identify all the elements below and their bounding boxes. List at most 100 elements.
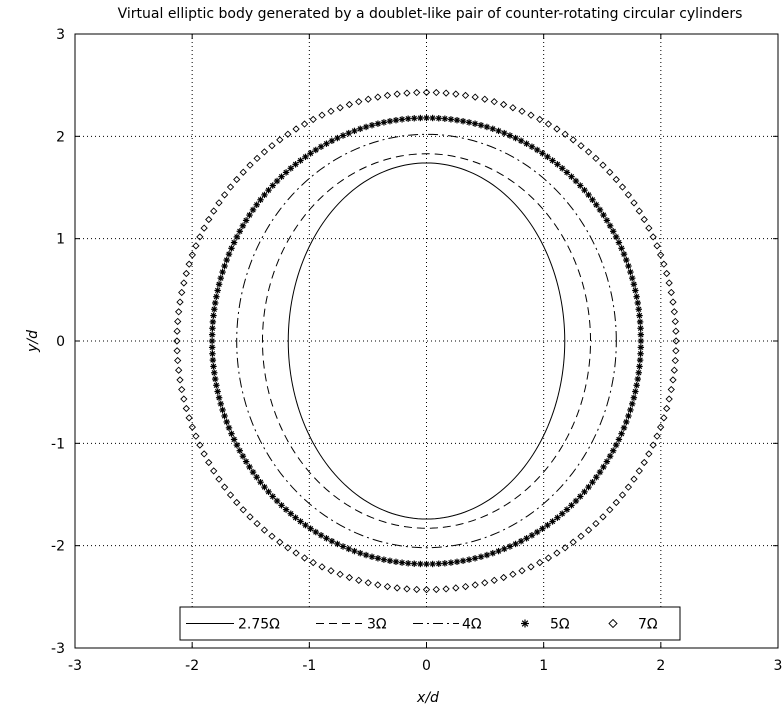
legend-item-2: 3Ω <box>316 617 387 633</box>
series-5-point <box>527 563 535 571</box>
series-5-point <box>239 168 247 176</box>
series-4-point <box>523 140 530 147</box>
series-4-point <box>477 553 485 560</box>
series-5-point <box>670 366 678 374</box>
series-5-point <box>246 513 254 521</box>
series-5-point <box>553 549 561 557</box>
series-4-point <box>351 547 358 555</box>
series-4-point <box>215 394 223 401</box>
series-5-point <box>561 544 569 552</box>
series-4-point <box>596 206 604 214</box>
series-4-point <box>612 441 620 449</box>
series-5-point <box>669 298 677 306</box>
x-axis-label: x/d <box>416 690 439 706</box>
series-5-point <box>606 168 614 176</box>
y-tick-label: 1 <box>56 232 65 248</box>
series-4-point <box>517 537 525 545</box>
series-5-point <box>452 90 460 98</box>
series-4-point <box>589 479 596 486</box>
series-5-point <box>490 576 498 584</box>
series-5-point <box>657 423 665 431</box>
series-5-point <box>355 98 363 106</box>
series-4-point <box>577 182 584 189</box>
series-5-point <box>649 233 657 241</box>
series-4-point <box>362 123 370 131</box>
series-4-point <box>572 497 580 505</box>
series-4-point <box>345 545 352 553</box>
series-4-point <box>302 153 309 161</box>
series-4-point <box>214 388 221 395</box>
series-5-point <box>624 483 633 491</box>
series-4-point <box>581 488 588 496</box>
series-5-point <box>569 136 577 144</box>
series-4-point <box>380 556 388 563</box>
series-4-point <box>577 493 584 500</box>
series-4-markers <box>208 114 645 568</box>
series-4-point <box>512 540 519 548</box>
series-5-point <box>671 317 679 326</box>
series-4-point <box>585 483 592 491</box>
series-5-point <box>200 224 208 232</box>
series-4-point <box>635 306 642 313</box>
series-5-point <box>205 458 213 467</box>
series-4-point <box>221 262 228 270</box>
series-4-point <box>357 549 364 557</box>
series-4-point <box>334 540 341 548</box>
series-5-point <box>220 483 229 491</box>
series-4-point <box>637 344 645 351</box>
series-5-point <box>192 432 200 440</box>
series-5-point <box>584 526 593 534</box>
series-4-point <box>374 555 382 562</box>
series-4-point <box>339 543 347 550</box>
series-4-point <box>630 281 638 288</box>
series-4-point <box>213 293 220 300</box>
series-5-point <box>544 120 553 128</box>
series-5-point <box>657 251 665 259</box>
series-4-point <box>221 412 228 420</box>
series-5-point <box>553 125 561 133</box>
series-4-point <box>208 337 216 345</box>
x-tick-label: -3 <box>68 658 82 674</box>
series-5-point <box>618 183 627 191</box>
series-4-point <box>637 325 644 332</box>
series-4-point <box>392 558 400 566</box>
series-4-point <box>209 318 217 326</box>
series-4-point <box>380 119 388 126</box>
series-4-point <box>249 206 257 214</box>
series-5-point <box>561 130 569 138</box>
series-5-point <box>653 242 661 250</box>
series-4-point <box>435 115 442 122</box>
series-4-point <box>606 222 614 229</box>
series-4-point <box>225 424 233 432</box>
series-5-point <box>471 581 479 589</box>
series-4-point <box>483 123 491 131</box>
series-4-point <box>625 412 632 420</box>
series-4-point <box>603 217 611 224</box>
series-4-point <box>606 453 614 460</box>
series-4-point <box>233 233 241 241</box>
y-tick-label: 2 <box>56 129 65 145</box>
series-5-point <box>403 585 411 593</box>
series-5-point <box>592 519 600 528</box>
series-4-point <box>223 256 230 264</box>
series-4-point <box>317 143 325 150</box>
series-4-point <box>447 559 455 566</box>
series-4-point <box>593 201 600 208</box>
y-tick-label: 3 <box>56 27 65 43</box>
series-5-point <box>300 554 309 562</box>
series-4-point <box>528 532 536 539</box>
series-4-point <box>213 382 220 389</box>
series-4-point <box>219 268 226 276</box>
series-4-point <box>236 447 243 454</box>
series-4-point <box>620 250 628 258</box>
series-4-point <box>261 483 268 491</box>
series-4-point <box>528 143 536 150</box>
series-5-point <box>300 120 309 128</box>
series-4-point <box>637 350 644 357</box>
series-4-point <box>215 281 223 288</box>
series-4-point <box>302 521 309 529</box>
series-5-point <box>188 423 196 431</box>
legend-item-5-label: 7Ω <box>638 617 658 633</box>
series-5-point <box>672 347 680 355</box>
series-4-point <box>495 547 502 555</box>
